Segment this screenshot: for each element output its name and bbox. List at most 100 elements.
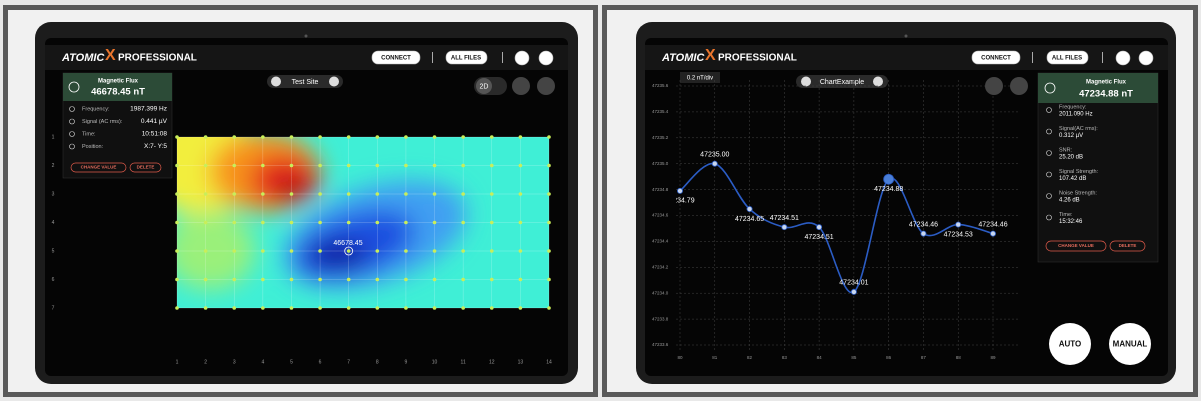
next-button[interactable] bbox=[873, 76, 883, 87]
grid-dot bbox=[404, 135, 408, 139]
grid-dot bbox=[489, 277, 494, 282]
prev-button[interactable] bbox=[271, 76, 281, 87]
grid-dot bbox=[461, 277, 465, 282]
grid-dot bbox=[375, 249, 380, 253]
info-card bbox=[1037, 72, 1159, 263]
grid-dot bbox=[547, 249, 551, 253]
x-tick-label: 81 bbox=[712, 355, 718, 360]
next-button[interactable] bbox=[329, 76, 339, 87]
grid-dot bbox=[261, 135, 265, 139]
data-point bbox=[883, 173, 895, 185]
card-title: Magnetic Flux bbox=[1086, 80, 1127, 86]
y-tick-label: 6 bbox=[52, 277, 55, 283]
data-point bbox=[920, 230, 927, 237]
grid-dot bbox=[175, 249, 179, 253]
delete-button[interactable] bbox=[129, 162, 162, 173]
scale-badge bbox=[680, 72, 720, 83]
grid-dot bbox=[289, 306, 294, 310]
grid-dot bbox=[461, 135, 465, 139]
x-tick-label: 12 bbox=[489, 359, 495, 365]
delete-button[interactable] bbox=[1109, 240, 1146, 252]
row-label: Frequency: bbox=[82, 106, 110, 112]
chart-title: ChartExample bbox=[820, 79, 864, 86]
contour bbox=[177, 210, 255, 290]
value-label: 47234.51 bbox=[770, 215, 799, 222]
grid-dot bbox=[203, 135, 208, 139]
grid-dot bbox=[289, 192, 294, 196]
grid-dot bbox=[518, 192, 523, 196]
site-selector[interactable] bbox=[267, 75, 343, 88]
home-button[interactable] bbox=[1138, 50, 1154, 66]
grid-dot bbox=[318, 277, 322, 282]
y-tick-label: 7 bbox=[52, 305, 55, 311]
grid-dot bbox=[432, 220, 437, 225]
grid-dot bbox=[175, 163, 179, 168]
grid-dot bbox=[518, 220, 523, 225]
x-tick-label: 6 bbox=[319, 359, 322, 365]
divider bbox=[432, 52, 433, 63]
grid-dot bbox=[232, 306, 237, 310]
grid-dot bbox=[489, 249, 494, 253]
row-icon bbox=[69, 106, 75, 112]
grid-button[interactable] bbox=[537, 77, 555, 95]
grid-dot bbox=[461, 306, 465, 310]
all-files-button[interactable] bbox=[445, 50, 488, 65]
auto-button[interactable] bbox=[1049, 323, 1091, 365]
divider bbox=[1102, 52, 1103, 63]
row-icon bbox=[1046, 171, 1052, 178]
row-value: 10:51:08 bbox=[142, 131, 168, 138]
grid-dot bbox=[232, 220, 237, 225]
logo-suffix: PROFESSIONAL bbox=[118, 53, 197, 64]
connect-button[interactable] bbox=[371, 50, 421, 65]
settings-button[interactable] bbox=[514, 50, 530, 66]
grid-dot bbox=[461, 163, 465, 168]
home-button[interactable] bbox=[538, 50, 554, 66]
grid-dot bbox=[261, 163, 265, 168]
value-label: 47234.88 bbox=[874, 186, 903, 193]
row-value: 25.20 dB bbox=[1059, 155, 1083, 161]
grid-dot bbox=[261, 277, 265, 282]
prev-button[interactable] bbox=[801, 76, 811, 87]
grid-dot bbox=[289, 163, 294, 168]
change-value-button[interactable] bbox=[70, 162, 127, 173]
data-point bbox=[677, 187, 684, 194]
grid-button[interactable] bbox=[1010, 77, 1028, 95]
manual-button[interactable] bbox=[1109, 323, 1151, 365]
x-tick-label: 4 bbox=[261, 359, 264, 365]
selected-point[interactable] bbox=[344, 246, 354, 256]
y-tick-label: 47235.6 bbox=[652, 83, 669, 88]
x-tick-label: 14 bbox=[546, 359, 552, 365]
grid-dot bbox=[547, 220, 551, 225]
grid-dot bbox=[232, 192, 237, 196]
refresh-button[interactable] bbox=[512, 77, 530, 95]
y-tick-label: 47235.0 bbox=[652, 161, 669, 166]
all-files-button[interactable] bbox=[1046, 50, 1089, 65]
y-tick-label: 3 bbox=[52, 191, 55, 197]
row-label: Time: bbox=[82, 131, 96, 137]
grid-dot bbox=[175, 306, 179, 310]
grid-dot bbox=[432, 306, 437, 310]
series-line bbox=[679, 162, 994, 294]
y-tick-label: 47234.0 bbox=[652, 290, 669, 295]
x-tick-label: 8 bbox=[376, 359, 379, 365]
y-tick-label: 4 bbox=[52, 220, 55, 226]
change-value-button[interactable] bbox=[1045, 240, 1107, 252]
grid-dot bbox=[404, 277, 408, 282]
connect-button[interactable] bbox=[971, 50, 1021, 65]
grid-dot bbox=[489, 135, 494, 139]
divider bbox=[502, 52, 503, 63]
grid-dot bbox=[547, 163, 551, 168]
grid-dot bbox=[432, 192, 437, 196]
grid-dot bbox=[261, 192, 265, 196]
grid-dot bbox=[203, 192, 208, 196]
grid-dot bbox=[432, 163, 437, 168]
grid-dot bbox=[547, 135, 551, 139]
x-tick-label: 89 bbox=[990, 355, 996, 360]
grid-dot bbox=[375, 306, 380, 310]
y-tick-label: 2 bbox=[52, 163, 55, 169]
value-label: 47234.53 bbox=[944, 231, 973, 238]
grid-dot bbox=[375, 277, 380, 282]
grid-dot bbox=[432, 277, 437, 282]
settings-button[interactable] bbox=[1115, 50, 1131, 66]
